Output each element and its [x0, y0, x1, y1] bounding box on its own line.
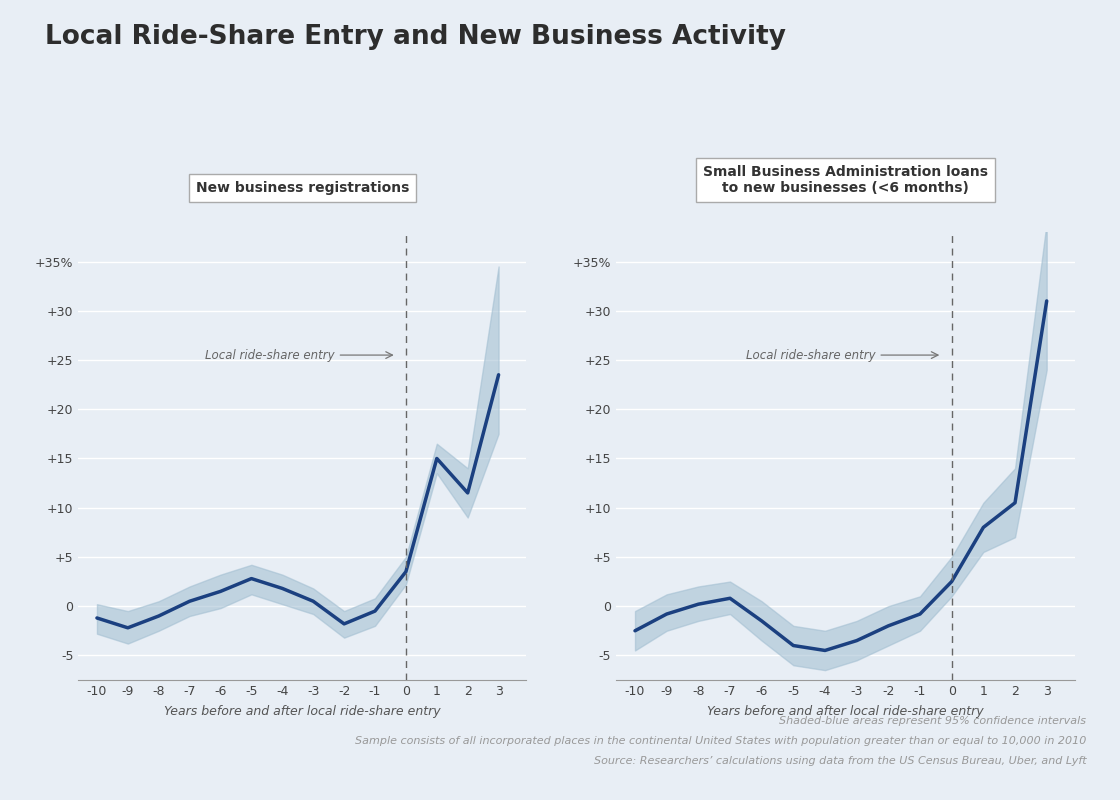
Text: Local ride-share entry: Local ride-share entry [205, 349, 392, 362]
Text: New business registrations: New business registrations [196, 181, 409, 195]
X-axis label: Years before and after local ride-share entry: Years before and after local ride-share … [165, 705, 440, 718]
Text: Small Business Administration loans
to new businesses (<6 months): Small Business Administration loans to n… [703, 165, 988, 195]
Text: Sample consists of all incorporated places in the continental United States with: Sample consists of all incorporated plac… [355, 736, 1086, 746]
Text: Source: Researchers’ calculations using data from the US Census Bureau, Uber, an: Source: Researchers’ calculations using … [594, 756, 1086, 766]
Text: Local Ride-Share Entry and New Business Activity: Local Ride-Share Entry and New Business … [45, 24, 786, 50]
Text: Shaded-blue areas represent 95% confidence intervals: Shaded-blue areas represent 95% confiden… [780, 716, 1086, 726]
Text: Local ride-share entry: Local ride-share entry [746, 349, 939, 362]
X-axis label: Years before and after local ride-share entry: Years before and after local ride-share … [708, 705, 983, 718]
